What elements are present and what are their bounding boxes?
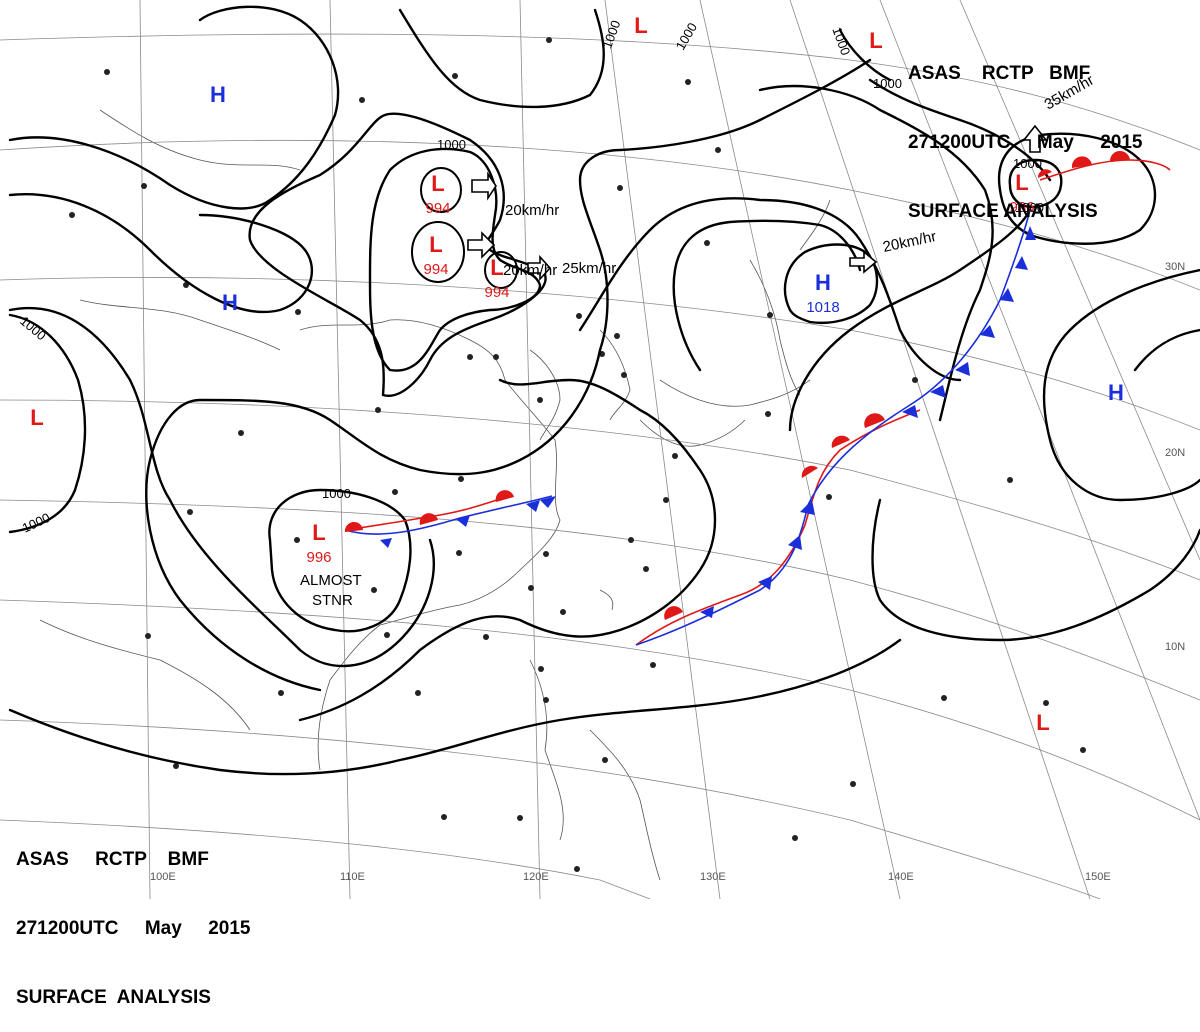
isobar-label: 1000 [322,486,351,501]
high-pressure-center: H [210,82,226,107]
low-pressure-center: L [431,171,444,196]
isobar-label: 1000 [437,137,466,152]
header-line-2: 271200UTC May 2015 [908,131,1142,154]
longitude-label: 140E [888,871,914,883]
longitude-label: 120E [523,871,549,883]
annotation-label: STNR [312,592,353,609]
low-pressure-center: L [490,255,503,280]
footer-line-1: ASAS RCTP BMF [16,848,250,871]
motion-speed-label: 20km/hr [505,202,559,219]
header-line-1: ASAS RCTP BMF [908,62,1142,85]
central-pressure-value: 996 [306,549,331,566]
central-pressure-value: 994 [484,284,509,301]
high-pressure-center: H [222,290,238,315]
latitude-label: 30N [1165,261,1185,273]
low-pressure-center: L [429,232,442,257]
central-pressure-value: 1018 [806,299,839,316]
high-pressure-center: H [1108,380,1124,405]
low-pressure-center: L [1036,710,1049,735]
header-line-3: SURFACE ANALYSIS [908,200,1142,223]
motion-speed-label: 20km/hr [503,262,557,279]
chart-header: ASAS RCTP BMF 271200UTC May 2015 SURFACE… [908,16,1142,246]
longitude-label: 150E [1085,871,1111,883]
footer-line-2: 271200UTC May 2015 [16,917,250,940]
longitude-label: 110E [340,871,365,883]
longitude-label: 130E [700,871,726,883]
low-pressure-center: L [30,405,43,430]
annotation-label: ALMOST [300,572,362,589]
chart-footer: ASAS RCTP BMF 271200UTC May 2015 SURFACE… [16,802,250,1032]
latitude-label: 20N [1165,447,1185,459]
footer-line-3: SURFACE ANALYSIS [16,986,250,1009]
isobar-label: 1000 [873,76,902,91]
low-pressure-center: L [869,28,882,53]
central-pressure-value: 994 [423,261,448,278]
motion-speed-label: 25km/hr [562,260,616,277]
low-pressure-center: L [312,520,325,545]
high-pressure-center: H [815,270,831,295]
central-pressure-value: 994 [425,200,450,217]
latitude-label: 10N [1165,641,1185,653]
low-pressure-center: L [634,13,647,38]
